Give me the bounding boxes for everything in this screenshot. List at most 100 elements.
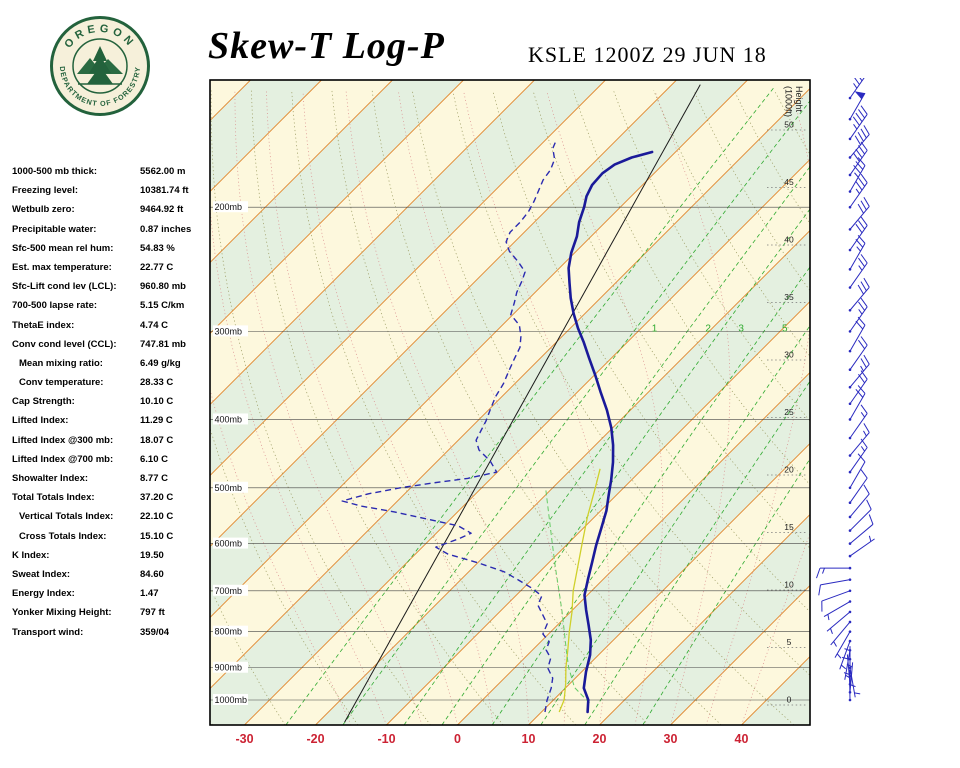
station-id-line: KSLE 1200Z 29 JUN 18 (528, 42, 767, 67)
parcel-curve (545, 487, 590, 704)
index-label: Cap Strength: (12, 396, 75, 408)
moist-adiabats (210, 91, 810, 725)
odf-logo: OREGON DEPARTMENT OF FORESTRY (50, 16, 150, 116)
wind-barb (839, 639, 852, 670)
wind-barb (848, 197, 870, 231)
svg-text:Height(1000ft): Height(1000ft) (784, 86, 805, 117)
wind-barb (848, 336, 868, 371)
pressure-label: 800mb (215, 627, 243, 637)
index-row: Conv temperature: 28.33 C (12, 377, 214, 396)
index-label: 700-500 lapse rate: (12, 300, 98, 312)
index-row: Showalter Index: 8.77 C (12, 473, 214, 492)
x-axis-tick-label: 30 (664, 732, 678, 746)
height-axis: 0 5 10 15 20 25 30 35 40 45 50 (767, 120, 808, 706)
wind-barb (834, 630, 852, 659)
pressure-label: 400mb (215, 414, 243, 424)
index-value: 10.10 C (140, 396, 174, 408)
index-value: 960.80 mb (140, 281, 186, 293)
mixing-ratio-label: 1 (652, 323, 658, 334)
wind-barb (848, 423, 870, 457)
index-value: 5562.00 m (140, 166, 186, 177)
index-label: Total Totals Index: (12, 492, 95, 504)
mixing-ratio-label: 5 (782, 323, 788, 334)
index-value: 747.81 mb (140, 338, 186, 350)
height-tick-label: 10 (784, 580, 794, 590)
wind-barb (848, 514, 874, 545)
wind-barb (848, 125, 870, 159)
wind-barb (848, 535, 875, 558)
mixing-ratio-label: 2 (705, 323, 711, 334)
x-axis-tick-label: -20 (306, 732, 324, 746)
reference-line (344, 84, 701, 723)
height-tick-label: 35 (784, 292, 794, 302)
index-row: Lifted Index @300 mb: 18.07 C (12, 435, 214, 454)
wind-barb (848, 157, 866, 193)
indices-panel: 1000-500 mb thick: 5562.00 m Freezing leve… (12, 166, 214, 646)
wind-barb (848, 453, 866, 490)
pressure-label: 700mb (215, 586, 243, 596)
pressure-label: 200mb (215, 202, 243, 212)
index-label: Conv cond level (CCL): (12, 338, 117, 350)
wind-barb (821, 589, 852, 612)
index-row: Precipitable water: 0.87 inches (12, 224, 214, 243)
wind-barb (830, 620, 852, 647)
wind-barb (848, 78, 865, 100)
wind-barb (846, 662, 854, 694)
index-value: 22.10 C (140, 511, 174, 523)
index-row: Wetbulb zero: 9464.92 ft (12, 204, 214, 223)
wind-barb (848, 141, 868, 177)
index-label: Yonker Mixing Height: (12, 607, 112, 619)
height-tick-label: 45 (784, 177, 794, 187)
index-value: 9464.92 ft (140, 204, 184, 216)
index-label: Lifted Index @300 mb: (12, 434, 114, 446)
dry-adiabats (210, 90, 810, 725)
pressure-label: 1000mb (215, 695, 248, 705)
index-label: Conv temperature: (19, 377, 104, 389)
index-value: 1.47 (140, 588, 159, 600)
index-row: Est. max temperature: 22.77 C (12, 262, 214, 281)
height-axis-title: Height(1000ft) (784, 86, 805, 117)
wind-barb (823, 600, 852, 621)
x-axis-tick-label: 40 (735, 732, 749, 746)
index-value: 19.50 (140, 549, 164, 561)
index-row: Sfc-500 mean rel hum: 54.83 % (12, 243, 214, 262)
chart-border (209, 79, 811, 726)
index-label: Vertical Totals Index: (19, 511, 114, 523)
index-value: 6.49 g/kg (140, 357, 181, 369)
index-row: Transport wind: 359/04 (12, 627, 214, 646)
mixing-ratio-lines (285, 86, 810, 725)
index-label: Sfc-500 mean rel hum: (12, 242, 114, 254)
dewpoint-curve (341, 140, 557, 713)
index-row: 700-500 lapse rate: 5.15 C/km (12, 300, 214, 319)
x-axis-tick-label: -10 (377, 732, 395, 746)
index-row: Total Totals Index: 37.20 C (12, 492, 214, 511)
wind-barb (848, 316, 866, 353)
index-label: Precipitable water: (12, 223, 97, 235)
index-value: 797 ft (140, 607, 165, 619)
x-axis-tick-label: 10 (522, 732, 536, 746)
wind-barb (843, 669, 852, 702)
height-tick-label: 25 (784, 407, 794, 417)
wind-barb (848, 354, 870, 389)
index-row: 1000-500 mb thick: 5562.00 m (12, 166, 214, 185)
index-label: 1000-500 mb thick: (12, 166, 98, 177)
index-row: Cap Strength: 10.10 C (12, 396, 214, 415)
height-tick-label: 30 (784, 350, 794, 360)
wetbulb-curve (558, 468, 601, 713)
index-value: 6.10 C (140, 453, 168, 465)
wind-barb (848, 385, 866, 421)
index-row: K Index: 19.50 (12, 550, 214, 569)
wind-barb (848, 484, 870, 519)
index-row: ThetaE index: 4.74 C (12, 320, 214, 339)
temperature-curve (567, 150, 654, 714)
wind-barb (848, 254, 868, 289)
index-label: Cross Totals Index: (19, 530, 107, 542)
index-label: Mean mixing ratio: (19, 357, 103, 369)
pressure-label: 900mb (215, 663, 243, 673)
index-row: Conv cond level (CCL): 747.81 mb (12, 339, 214, 358)
wind-barb (848, 105, 868, 141)
logo-tree-icon (87, 46, 113, 84)
index-row: Yonker Mixing Height: 797 ft (12, 607, 214, 626)
